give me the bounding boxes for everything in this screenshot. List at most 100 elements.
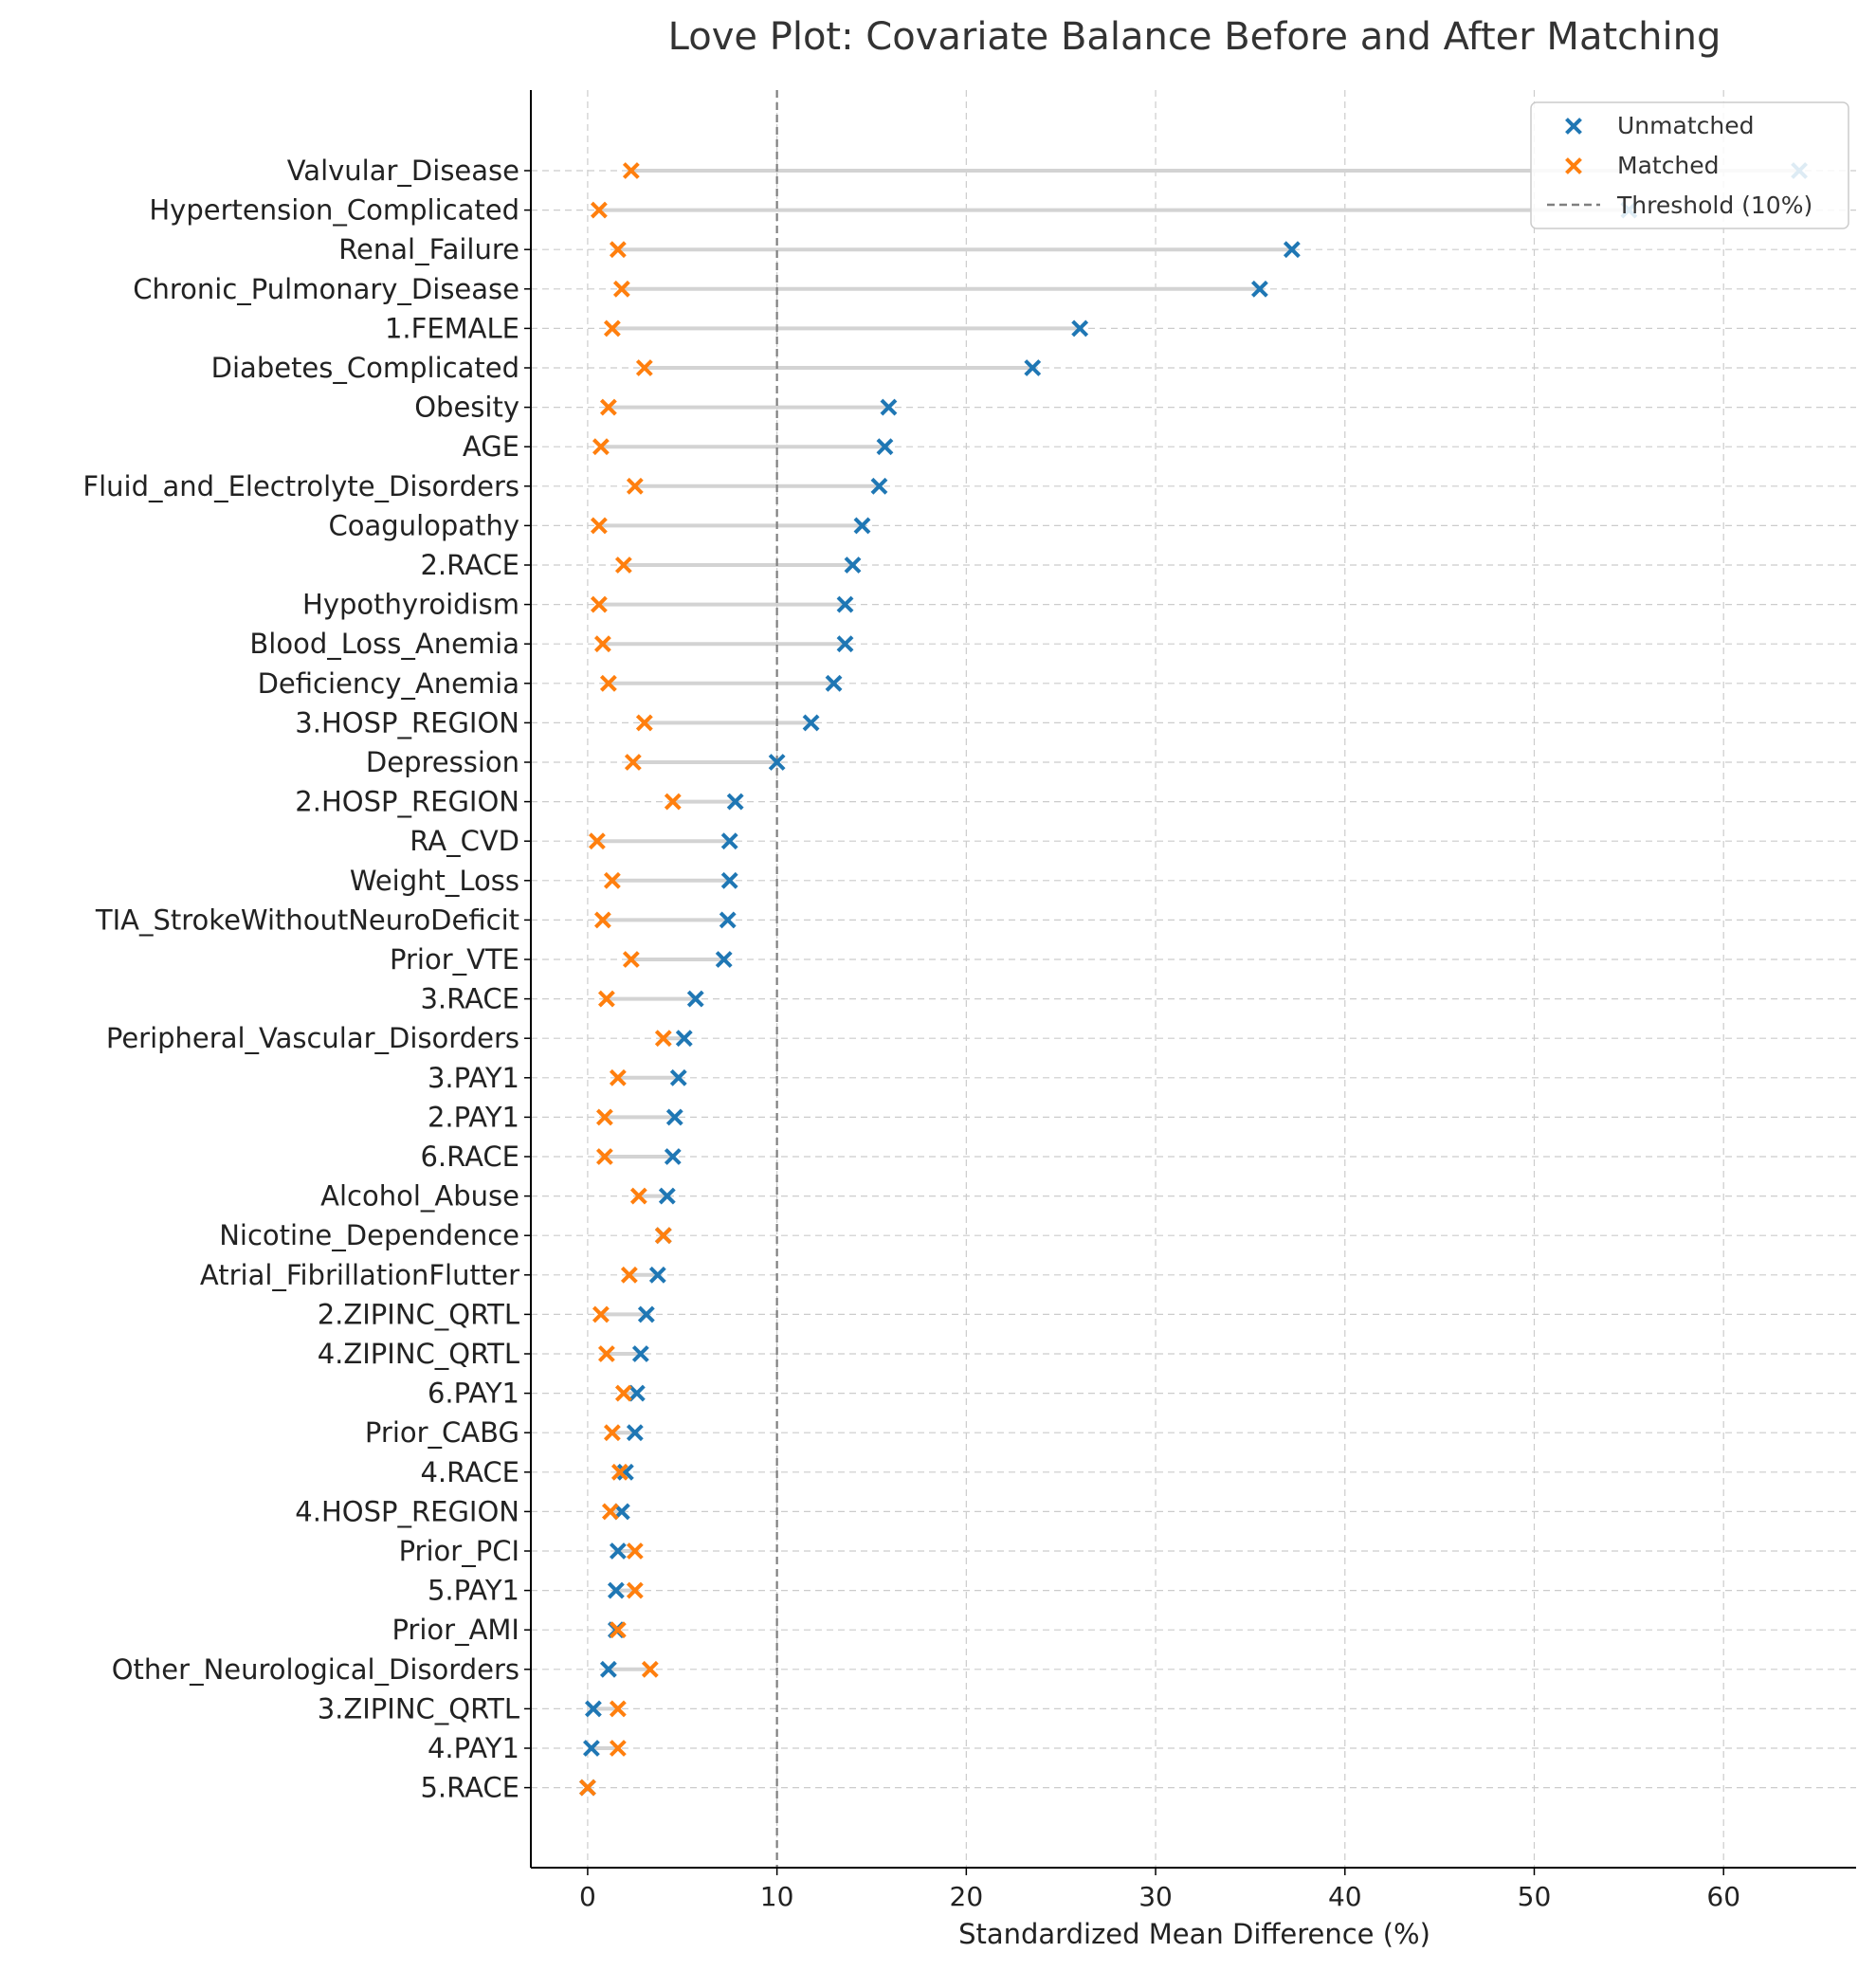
x-tick-label: 40 bbox=[1328, 1881, 1362, 1912]
x-tick-labels: 0 10 20 30 40 50 60 bbox=[579, 1881, 1740, 1912]
matched-point bbox=[593, 635, 611, 653]
matched-point bbox=[599, 674, 617, 692]
x-tick-label: 0 bbox=[579, 1881, 596, 1912]
x-tick-label: 20 bbox=[950, 1881, 984, 1912]
unmatched-point bbox=[631, 1345, 649, 1362]
unmatched-point bbox=[1024, 359, 1042, 376]
category-label: RA_CVD bbox=[410, 825, 519, 857]
connector-layer bbox=[591, 169, 1800, 1750]
matched-point bbox=[579, 1779, 596, 1797]
category-label: 3.ZIPINC_QRTL bbox=[318, 1692, 519, 1725]
legend-box bbox=[1530, 101, 1849, 229]
category-label: 4.ZIPINC_QRTL bbox=[318, 1338, 519, 1370]
unmatched-point bbox=[836, 635, 854, 653]
unmatched-point bbox=[870, 477, 888, 495]
matched-point bbox=[590, 201, 608, 219]
matched-point bbox=[595, 1148, 613, 1165]
matched-point bbox=[609, 1740, 627, 1757]
unmatched-point bbox=[607, 1581, 625, 1599]
matched-point bbox=[590, 595, 608, 613]
matched-point bbox=[609, 241, 627, 259]
category-label: 1.FEMALE bbox=[385, 312, 519, 344]
unmatched-point bbox=[768, 754, 786, 771]
unmatched-point bbox=[626, 1424, 644, 1442]
category-label: 4.HOSP_REGION bbox=[295, 1495, 519, 1527]
matched-point bbox=[609, 1068, 627, 1086]
matched-point bbox=[654, 1227, 672, 1245]
unmatched-point bbox=[609, 1542, 627, 1560]
unmatched-point bbox=[1071, 319, 1089, 338]
unmatched-point bbox=[715, 951, 733, 968]
matched-point bbox=[599, 398, 617, 416]
matched-point bbox=[603, 1424, 621, 1442]
category-label: 6.RACE bbox=[420, 1141, 519, 1173]
matched-point bbox=[626, 477, 644, 495]
category-label: Nicotine_Dependence bbox=[219, 1219, 519, 1251]
matched-point bbox=[614, 557, 632, 574]
unmatched-point bbox=[853, 517, 871, 535]
category-label: Depression bbox=[366, 746, 519, 778]
category-labels: Valvular_Disease Hypertension_Complicated… bbox=[82, 155, 519, 1804]
legend-unmatched-x bbox=[1565, 118, 1582, 135]
category-label: Peripheral_Vascular_Disorders bbox=[106, 1022, 519, 1054]
category-label: 2.RACE bbox=[420, 549, 519, 581]
x-tick-label: 60 bbox=[1706, 1881, 1740, 1912]
category-label: Diabetes_Complicated bbox=[211, 352, 519, 384]
marker-layer bbox=[579, 162, 1808, 1797]
category-label: 5.PAY1 bbox=[428, 1575, 519, 1607]
category-label: Fluid_and_Electrolyte_Disorders bbox=[82, 470, 519, 502]
legend-matched-label: Matched bbox=[1617, 152, 1720, 179]
unmatched-point bbox=[584, 1700, 602, 1718]
category-label: Alcohol_Abuse bbox=[320, 1180, 519, 1213]
category-label: 5.RACE bbox=[420, 1772, 519, 1804]
matched-point bbox=[614, 1384, 632, 1402]
axis-layer bbox=[524, 90, 1856, 1875]
matched-point bbox=[626, 1581, 644, 1599]
legend-unmatched-marker bbox=[1565, 118, 1582, 135]
matched-point bbox=[609, 1700, 627, 1718]
unmatched-point bbox=[836, 595, 854, 613]
matched-point bbox=[597, 990, 615, 1008]
category-label: Weight_Loss bbox=[350, 865, 519, 897]
unmatched-point bbox=[802, 714, 820, 732]
category-label: Obesity bbox=[414, 392, 519, 424]
unmatched-point bbox=[658, 1187, 676, 1205]
matched-point bbox=[590, 517, 608, 535]
unmatched-point bbox=[844, 557, 862, 574]
matched-point bbox=[626, 1542, 644, 1560]
unmatched-point bbox=[1283, 241, 1301, 259]
category-label: 3.PAY1 bbox=[428, 1062, 519, 1094]
unmatched-point bbox=[719, 911, 737, 929]
legend-matched-marker bbox=[1565, 157, 1582, 174]
unmatched-point bbox=[720, 832, 738, 850]
matched-point bbox=[588, 832, 606, 850]
unmatched-point bbox=[664, 1148, 682, 1165]
matched-point bbox=[635, 359, 653, 376]
unmatched-point bbox=[726, 793, 744, 811]
category-label: Prior_PCI bbox=[399, 1535, 519, 1567]
category-label: 4.RACE bbox=[420, 1456, 519, 1488]
unmatched-point bbox=[599, 1660, 617, 1678]
matched-point bbox=[654, 1030, 672, 1048]
category-label: Hypertension_Complicated bbox=[149, 194, 519, 227]
x-tick-label: 30 bbox=[1138, 1881, 1173, 1912]
matched-point bbox=[601, 1503, 619, 1521]
matched-point bbox=[635, 714, 653, 732]
category-label: Other_Neurological_Disorders bbox=[112, 1653, 519, 1686]
legend: Unmatched Matched Threshold (10%) bbox=[1530, 101, 1849, 229]
matched-point bbox=[612, 280, 630, 298]
category-label: 3.RACE bbox=[420, 983, 519, 1015]
unmatched-point bbox=[825, 674, 843, 692]
matched-point bbox=[641, 1660, 659, 1678]
unmatched-point bbox=[616, 1463, 634, 1481]
category-label: 4.PAY1 bbox=[428, 1732, 519, 1764]
unmatched-point bbox=[628, 1384, 646, 1402]
category-label: Valvular_Disease bbox=[287, 155, 519, 187]
matched-point bbox=[620, 1266, 638, 1284]
category-label: Prior_AMI bbox=[392, 1614, 519, 1646]
x-axis-label: Standardized Mean Difference (%) bbox=[958, 1918, 1430, 1950]
matched-point bbox=[597, 1345, 615, 1362]
category-label: 2.ZIPINC_QRTL bbox=[318, 1298, 519, 1330]
unmatched-point bbox=[880, 398, 898, 416]
